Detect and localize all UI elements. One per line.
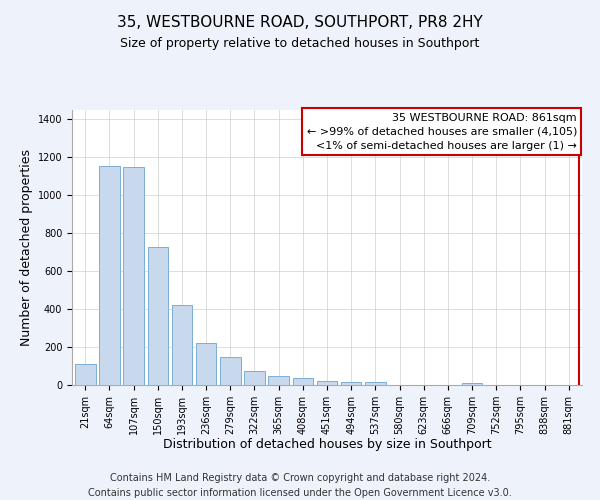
Bar: [148, 246, 168, 385]
Text: 35 WESTBOURNE ROAD: 861sqm
← >99% of detached houses are smaller (4,105)
<1% of : 35 WESTBOURNE ROAD: 861sqm ← >99% of det…: [307, 113, 577, 151]
Bar: [124, 167, 144, 385]
Text: Contains HM Land Registry data © Crown copyright and database right 2024.
Contai: Contains HM Land Registry data © Crown c…: [88, 472, 512, 498]
Bar: [196, 344, 217, 385]
Bar: [75, 364, 95, 385]
Bar: [244, 371, 265, 385]
Bar: [172, 306, 192, 385]
Bar: [341, 382, 361, 385]
X-axis label: Distribution of detached houses by size in Southport: Distribution of detached houses by size …: [163, 438, 491, 452]
Bar: [99, 166, 120, 385]
Bar: [462, 383, 482, 385]
Bar: [293, 378, 313, 385]
Bar: [365, 382, 386, 385]
Bar: [268, 376, 289, 385]
Bar: [317, 381, 337, 385]
Text: 35, WESTBOURNE ROAD, SOUTHPORT, PR8 2HY: 35, WESTBOURNE ROAD, SOUTHPORT, PR8 2HY: [117, 15, 483, 30]
Bar: [220, 356, 241, 385]
Y-axis label: Number of detached properties: Number of detached properties: [20, 149, 34, 346]
Text: Size of property relative to detached houses in Southport: Size of property relative to detached ho…: [121, 38, 479, 51]
